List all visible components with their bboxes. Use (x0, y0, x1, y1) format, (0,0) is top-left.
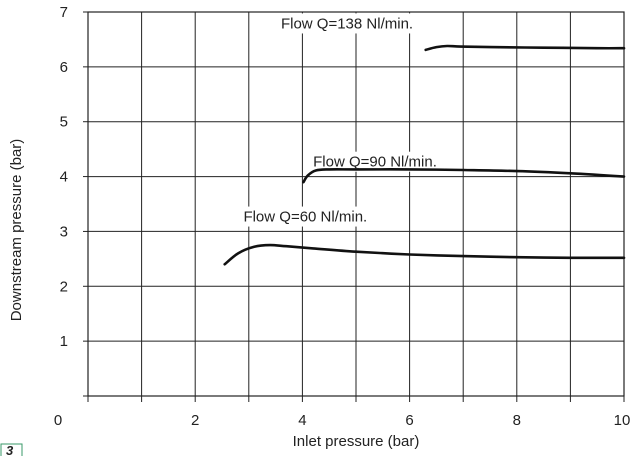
series-label-background (239, 206, 372, 227)
y-tick-label: 5 (60, 114, 68, 131)
y-tick-labels: 1 2 3 4 5 6 7 (60, 4, 68, 350)
series-labels: Flow Q=60 Nl/min. Flow Q=90 Nl/min. Flow Q… (243, 15, 436, 225)
grid-lines (83, 11, 625, 402)
series-label-2: Flow Q=90 Nl/min. (313, 154, 437, 171)
series-label-backgrounds (239, 13, 441, 227)
x-tick-label: 4 (298, 412, 306, 429)
series-line-3 (424, 44, 626, 52)
y-tick-label: 1 (60, 333, 68, 350)
series-label-background (309, 151, 441, 172)
series-label-3: Flow Q=138 Nl/min. (281, 15, 413, 32)
series-lines (223, 44, 626, 266)
y-tick-label: 2 (60, 278, 68, 295)
figure-number-box (0, 443, 23, 456)
y-tick-label: 7 (60, 4, 68, 21)
x-tick-label: 10 (614, 412, 631, 429)
figure-number: 3 (6, 443, 14, 456)
y-tick-label: 4 (60, 169, 68, 186)
series-line-2 (302, 168, 626, 184)
y-tick-label: 3 (60, 223, 68, 240)
y-tick-label: 6 (60, 59, 68, 76)
x-axis-title: Inlet pressure (bar) (293, 433, 420, 450)
x-tick-label: 6 (405, 412, 413, 429)
series-label-1: Flow Q=60 Nl/min. (243, 209, 367, 226)
x-tick-label: 0 (54, 412, 62, 429)
x-tick-labels: 0 2 4 6 8 10 (54, 412, 631, 429)
plot-frame (87, 11, 625, 397)
series-line-1 (223, 243, 626, 266)
x-tick-label: 2 (191, 412, 199, 429)
series-label-background (276, 13, 418, 34)
x-tick-label: 8 (513, 412, 521, 429)
y-axis-title: Downstream pressure (bar) (8, 139, 25, 322)
